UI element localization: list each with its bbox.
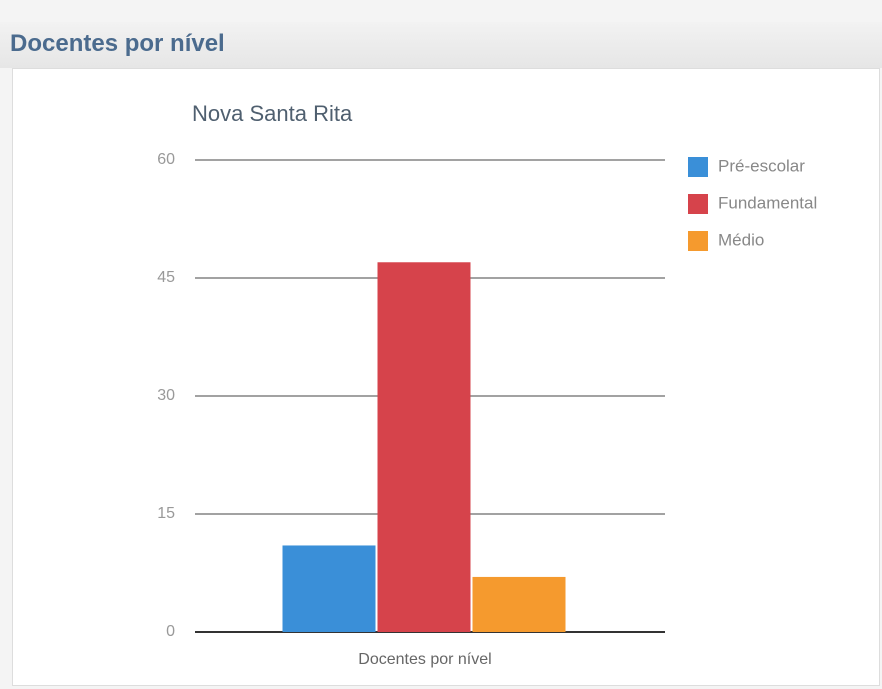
page-header: Docentes por nível bbox=[10, 30, 225, 57]
bar bbox=[282, 545, 376, 632]
bar bbox=[377, 262, 471, 632]
header-bar: Docentes por nível bbox=[0, 22, 882, 68]
legend-label: Fundamental bbox=[718, 193, 817, 212]
legend-label: Médio bbox=[718, 230, 764, 249]
bar bbox=[472, 576, 566, 632]
y-tick-label: 30 bbox=[157, 387, 175, 404]
chart-title: Nova Santa Rita bbox=[192, 101, 353, 126]
legend-swatch bbox=[688, 157, 708, 177]
y-tick-label: 15 bbox=[157, 505, 175, 522]
y-tick-label: 60 bbox=[157, 151, 175, 168]
y-tick-label: 0 bbox=[166, 623, 175, 640]
x-tick-label: Docentes por nível bbox=[358, 651, 491, 668]
legend-swatch bbox=[688, 231, 708, 251]
y-tick-label: 45 bbox=[157, 269, 175, 286]
legend-label: Pré-escolar bbox=[718, 156, 805, 175]
legend-swatch bbox=[688, 194, 708, 214]
